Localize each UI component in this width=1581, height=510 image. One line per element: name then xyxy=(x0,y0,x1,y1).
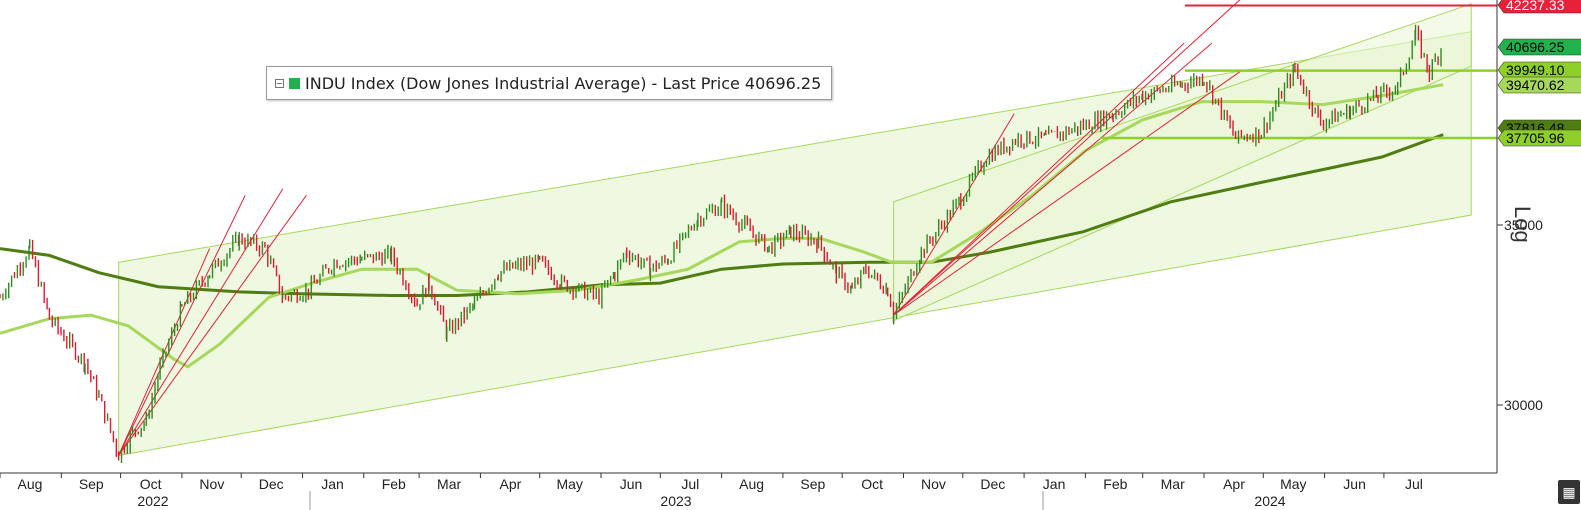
x-month-label: Dec xyxy=(259,476,284,492)
fan-line xyxy=(118,195,307,456)
price-marker-label: 39949.10 xyxy=(1506,62,1565,78)
legend-collapse-icon[interactable] xyxy=(275,78,284,88)
legend-label: INDU Index (Dow Jones Industrial Average… xyxy=(305,73,822,93)
x-month-label: Dec xyxy=(980,476,1005,492)
x-month-label: Jan xyxy=(1043,476,1066,492)
fan-line xyxy=(118,188,284,456)
moving-average-slow-line xyxy=(0,133,1444,297)
x-month-label: Oct xyxy=(140,476,162,492)
moving-average-fast-line xyxy=(0,83,1444,369)
fan-line xyxy=(118,248,211,456)
chart-legend[interactable]: INDU Index (Dow Jones Industrial Average… xyxy=(266,66,833,100)
price-marker-label: 42237.33 xyxy=(1506,0,1565,13)
fan-line xyxy=(893,42,1185,316)
x-month-label: Apr xyxy=(500,476,522,492)
x-month-label: Jan xyxy=(321,476,344,492)
y-tick-label: 30000 xyxy=(1504,397,1543,413)
price-marker-tag xyxy=(1497,61,1581,79)
x-month-label: May xyxy=(1280,476,1306,492)
x-month-label: Mar xyxy=(1161,476,1185,492)
price-marker-label: 39470.62 xyxy=(1506,77,1565,93)
price-marker: 42237.33 xyxy=(1497,0,1581,14)
y-tick-label: 35000 xyxy=(1504,217,1543,233)
x-month-label: May xyxy=(556,476,582,492)
x-year-label: 2024 xyxy=(1254,493,1285,509)
fan-line xyxy=(893,42,1213,316)
x-month-label: Apr xyxy=(1223,476,1245,492)
x-month-label: Jul xyxy=(681,476,699,492)
legend-swatch-icon xyxy=(289,77,300,89)
x-month-label: Sep xyxy=(79,476,104,492)
price-marker-tag xyxy=(1497,38,1581,56)
x-month-label: Feb xyxy=(1103,476,1127,492)
price-marker-tag xyxy=(1497,0,1581,14)
price-marker: 37705.96 xyxy=(1497,129,1581,147)
x-month-label: Nov xyxy=(199,476,224,492)
price-bars xyxy=(0,24,1442,463)
x-year-label: 2022 xyxy=(137,493,168,509)
price-marker: 40696.25 xyxy=(1497,38,1581,56)
chart-options-button[interactable]: ▦ xyxy=(1558,480,1580,504)
price-marker: 39470.62 xyxy=(1497,76,1581,94)
price-marker-tag xyxy=(1497,76,1581,94)
x-month-label: Oct xyxy=(861,476,883,492)
x-month-label: Jun xyxy=(620,476,643,492)
fan-line xyxy=(118,195,246,456)
x-month-label: Jun xyxy=(1343,476,1366,492)
fan-line xyxy=(893,70,1242,316)
x-month-label: Mar xyxy=(437,476,461,492)
price-marker-label: 37705.96 xyxy=(1506,130,1565,146)
x-month-label: Nov xyxy=(921,476,946,492)
x-month-label: Sep xyxy=(800,476,825,492)
y-axis-scale-label: Log xyxy=(1510,206,1535,243)
fan-line xyxy=(893,0,1241,316)
price-marker: 39949.10 xyxy=(1497,61,1581,79)
x-month-label: Feb xyxy=(382,476,406,492)
price-marker-label: 40696.25 xyxy=(1506,39,1565,55)
price-marker-tag xyxy=(1497,129,1581,147)
x-year-label: 2023 xyxy=(660,493,691,509)
x-month-label: Aug xyxy=(739,476,764,492)
fan-line xyxy=(893,113,1015,316)
x-month-label: Jul xyxy=(1405,476,1423,492)
x-month-label: Aug xyxy=(18,476,43,492)
